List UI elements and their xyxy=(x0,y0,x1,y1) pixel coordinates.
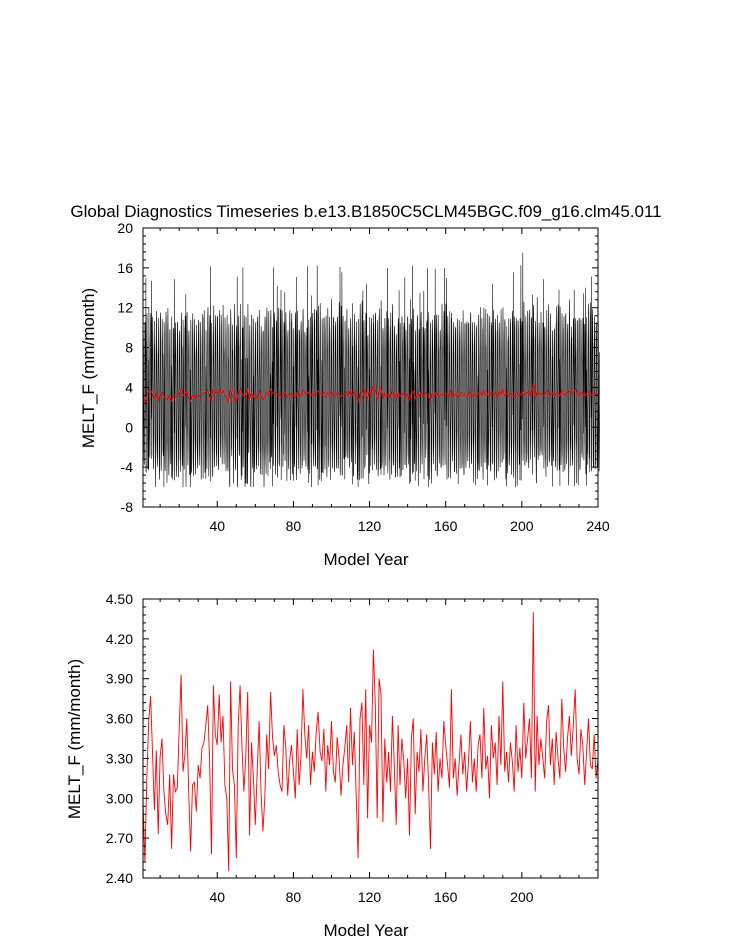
y-tick-label: -8 xyxy=(121,499,134,515)
top-tick-labels: 40 80 120 160 200 240 -8 -4 0 4 8 12 16 20 xyxy=(117,220,609,534)
y-tick-label: 4 xyxy=(125,379,133,395)
y-tick-label: 16 xyxy=(117,260,133,276)
top-x-axis-label: Model Year xyxy=(323,550,408,569)
top-y-axis-label: MELT_F (mm/month) xyxy=(79,288,98,448)
x-tick-label: 200 xyxy=(510,518,534,534)
y-tick-label: 3.60 xyxy=(106,711,133,727)
bottom-tick-labels: 40 80 120 160 200 2.40 2.70 3.00 3.30 3.60 3.90 4.2… xyxy=(106,591,534,905)
annual-mean-line xyxy=(142,383,599,404)
top-monthly-series xyxy=(142,252,601,488)
y-tick-label: 20 xyxy=(117,220,133,236)
top-ticks xyxy=(143,227,599,508)
y-tick-label: -4 xyxy=(121,459,134,475)
x-tick-label: 80 xyxy=(286,889,302,905)
x-tick-label: 40 xyxy=(209,889,225,905)
y-tick-label: 2.70 xyxy=(106,830,133,846)
x-tick-label: 40 xyxy=(209,518,225,534)
x-tick-label: 120 xyxy=(358,889,382,905)
top-annual-series xyxy=(142,383,599,404)
y-tick-label: 2.40 xyxy=(106,870,133,886)
monthly-line xyxy=(142,252,601,488)
y-tick-label: 4.20 xyxy=(106,631,133,647)
y-tick-label: 12 xyxy=(117,300,133,316)
x-tick-label: 240 xyxy=(586,518,610,534)
x-tick-label: 120 xyxy=(358,518,382,534)
x-tick-label: 200 xyxy=(510,889,534,905)
x-tick-label: 80 xyxy=(286,518,302,534)
y-tick-label: 0 xyxy=(125,419,133,435)
bottom-ticks xyxy=(143,598,598,879)
y-tick-label: 8 xyxy=(125,340,133,356)
y-tick-label: 3.30 xyxy=(106,750,133,766)
bottom-plot: 40 80 120 160 200 2.40 2.70 3.00 3.30 3.60 3.90 4.2… xyxy=(106,591,599,905)
bottom-annual-series xyxy=(142,612,599,872)
x-tick-label: 160 xyxy=(434,518,458,534)
bottom-plot-frame xyxy=(142,598,599,879)
figure-title: Global Diagnostics Timeseries b.e13.B185… xyxy=(70,202,661,221)
annual-mean-line xyxy=(142,612,599,872)
y-tick-label: 4.50 xyxy=(106,591,133,607)
bottom-y-axis-label: MELT_F (mm/month) xyxy=(65,659,84,819)
y-tick-label: 3.90 xyxy=(106,671,133,687)
x-tick-label: 160 xyxy=(434,889,458,905)
bottom-x-axis-label: Model Year xyxy=(323,921,408,940)
top-plot-frame xyxy=(142,227,599,508)
y-tick-label: 3.00 xyxy=(106,790,133,806)
top-plot: 40 80 120 160 200 240 -8 -4 0 4 8 12 16 20 xyxy=(117,220,609,534)
